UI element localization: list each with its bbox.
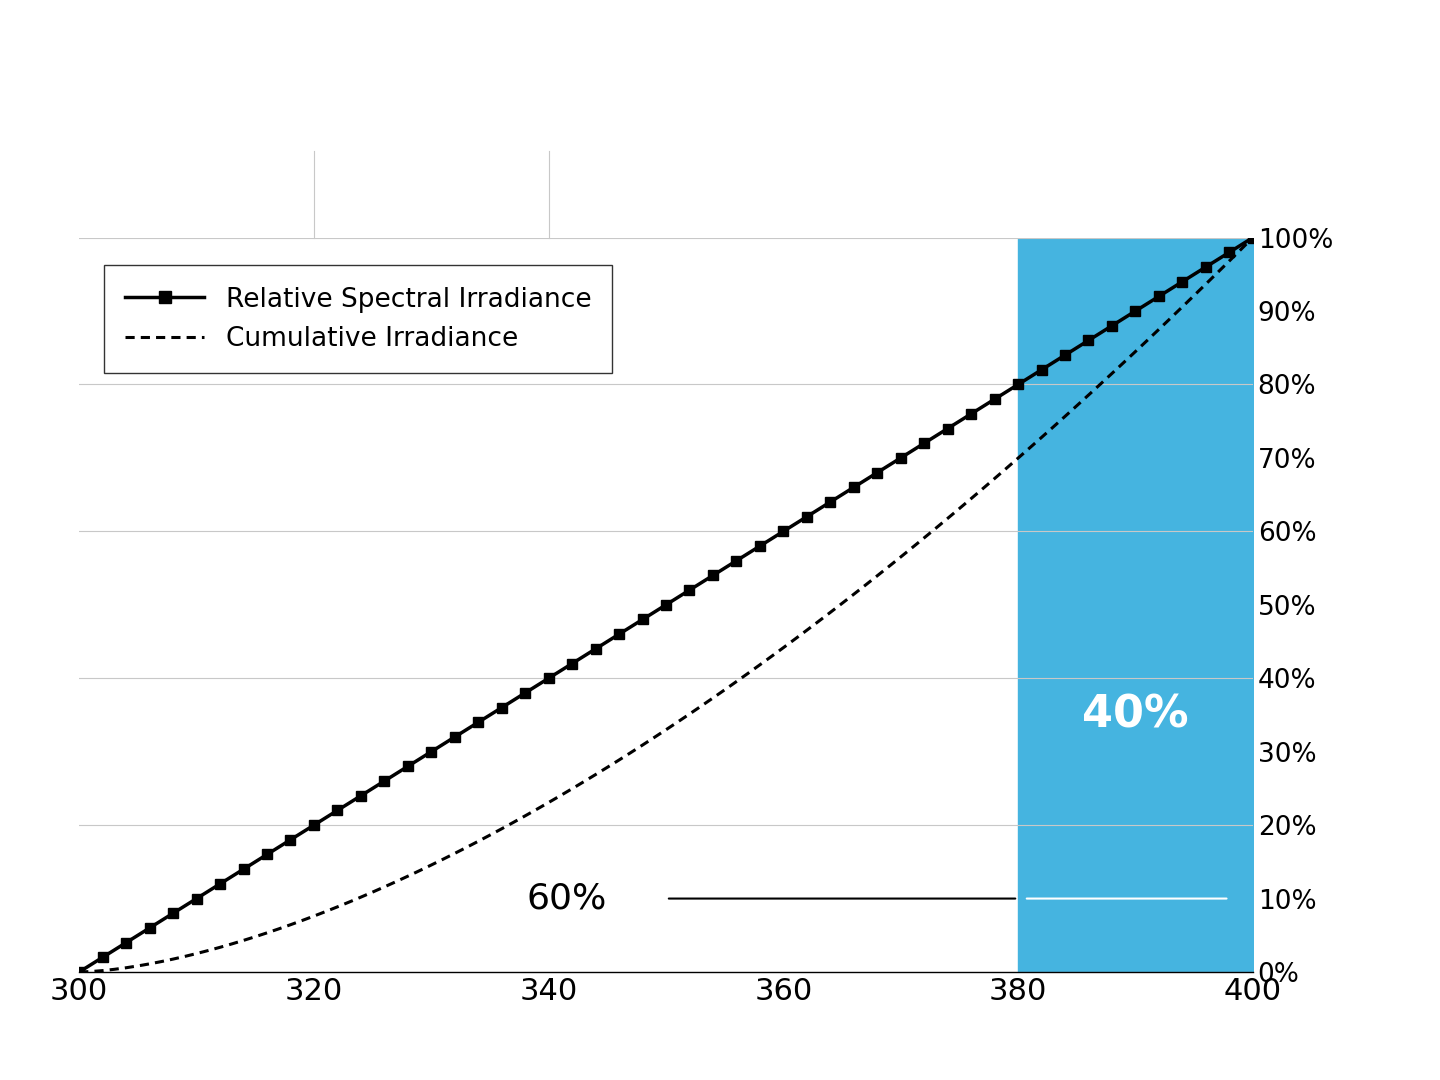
Relative Spectral Irradiance [422,745,439,758]
Line: Relative Spectral Irradiance: Relative Spectral Irradiance [75,232,1257,977]
Relative Spectral Irradiance [1221,246,1238,259]
Cumulative Irradiance [364,886,382,899]
Text: 40%: 40% [1083,693,1188,737]
Cumulative Irradiance [153,955,170,968]
Cumulative Irradiance [71,966,88,978]
Legend: Relative Spectral Irradiance, Cumulative Irradiance: Relative Spectral Irradiance, Cumulative… [104,266,612,373]
Relative Spectral Irradiance [916,436,933,449]
Text: 60%: 60% [527,881,608,916]
Relative Spectral Irradiance [328,804,346,816]
Cumulative Irradiance [891,551,909,564]
Relative Spectral Irradiance [71,966,88,978]
Relative Spectral Irradiance [446,730,464,743]
Cumulative Irradiance [950,502,968,515]
Cumulative Irradiance [611,754,628,767]
Relative Spectral Irradiance [1244,231,1261,244]
Cumulative Irradiance [775,642,792,654]
Relative Spectral Irradiance [845,481,863,494]
Line: Cumulative Irradiance: Cumulative Irradiance [79,238,1253,972]
Cumulative Irradiance [1244,231,1261,244]
